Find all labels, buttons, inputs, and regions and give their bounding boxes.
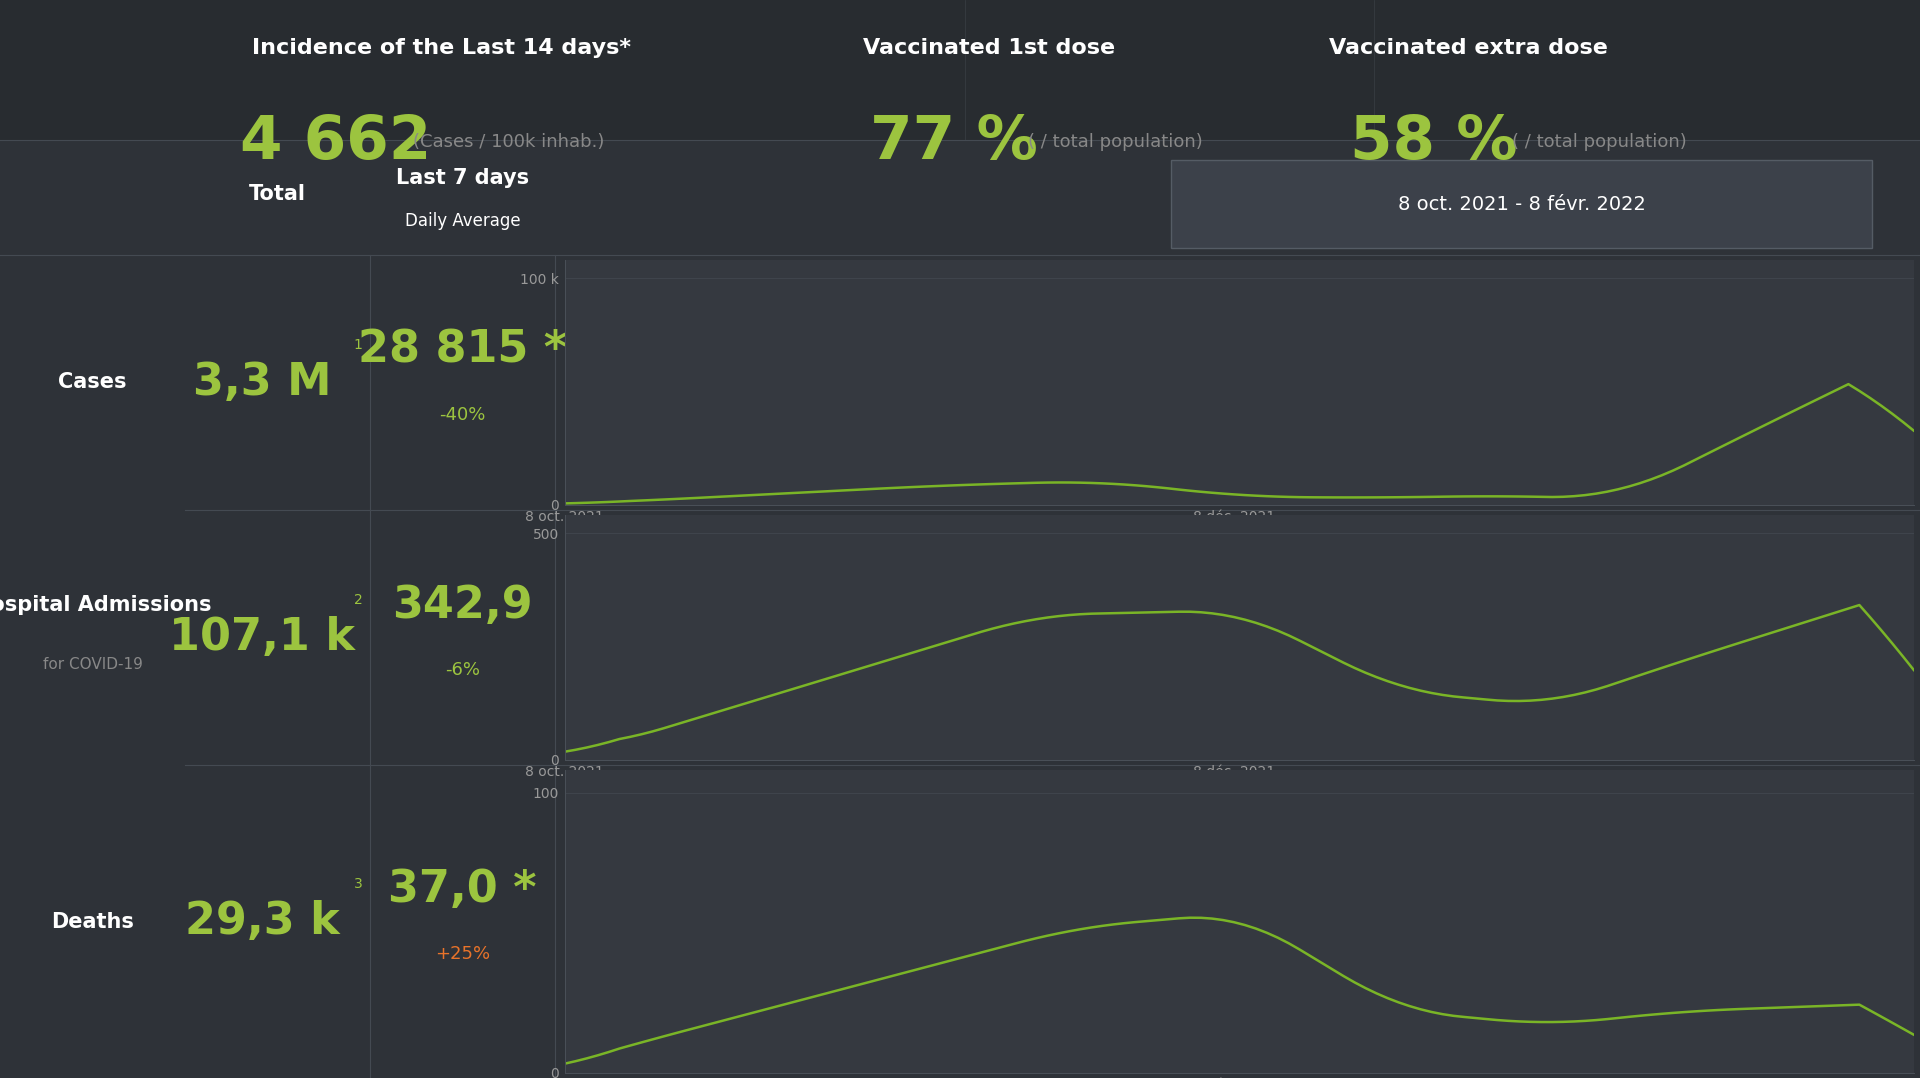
- Bar: [0, 0, 1920, 140]
- Text: 77 %: 77 %: [870, 113, 1039, 172]
- Text: 29,3 k: 29,3 k: [184, 900, 340, 943]
- Text: Vaccinated extra dose: Vaccinated extra dose: [1329, 38, 1609, 58]
- Text: -6%: -6%: [445, 661, 480, 679]
- Text: 107,1 k: 107,1 k: [169, 616, 355, 659]
- Text: 2: 2: [353, 593, 363, 607]
- Text: Total: Total: [250, 184, 305, 204]
- Text: 3,3 M: 3,3 M: [192, 361, 332, 404]
- Text: for COVID-19: for COVID-19: [42, 657, 142, 672]
- Text: (Cases / 100k inhab.): (Cases / 100k inhab.): [413, 133, 605, 151]
- Text: ( / total population): ( / total population): [1027, 133, 1204, 151]
- Text: Daily Average: Daily Average: [405, 212, 520, 231]
- Text: 4 662: 4 662: [240, 113, 432, 172]
- Text: Deaths: Deaths: [52, 912, 134, 931]
- Text: 28 815 *: 28 815 *: [357, 329, 566, 372]
- Text: 342,9: 342,9: [392, 583, 534, 626]
- Text: 37,0 *: 37,0 *: [388, 868, 538, 911]
- Text: Incidence of the Last 14 days*: Incidence of the Last 14 days*: [252, 38, 632, 58]
- Text: 3: 3: [353, 876, 363, 890]
- Text: 1: 1: [353, 337, 363, 351]
- FancyBboxPatch shape: [1171, 160, 1872, 248]
- Text: 58 %: 58 %: [1350, 113, 1519, 172]
- Text: 8 oct. 2021 - 8 févr. 2022: 8 oct. 2021 - 8 févr. 2022: [1398, 195, 1645, 215]
- Text: Hospital Admissions: Hospital Admissions: [0, 595, 211, 616]
- Text: Vaccinated 1st dose: Vaccinated 1st dose: [862, 38, 1116, 58]
- Text: +25%: +25%: [436, 944, 490, 963]
- Text: -40%: -40%: [440, 405, 486, 424]
- Text: Cases: Cases: [58, 373, 127, 392]
- Text: Last 7 days: Last 7 days: [396, 168, 530, 188]
- Text: ( / total population): ( / total population): [1511, 133, 1688, 151]
